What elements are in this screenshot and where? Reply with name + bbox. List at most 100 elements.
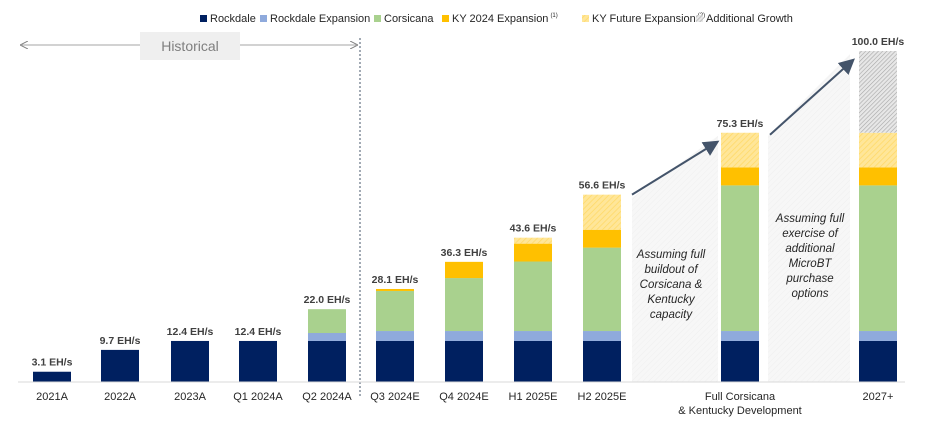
bar-segment-ky-2024-expansion: [514, 243, 552, 262]
bar-segment-rockdale: [308, 340, 346, 382]
bar-segment-corsicana: [376, 290, 414, 332]
historical-marker: Historical: [22, 32, 356, 60]
legend-item: Rockdale Expansion: [260, 13, 370, 25]
legend-label: Additional Growth: [706, 13, 793, 25]
x-tick-label: 2027+: [863, 391, 894, 403]
bar-segment-ky-2024-expansion: [721, 167, 759, 186]
bar-segment-rockdale: [514, 340, 552, 382]
bar-stack: [101, 349, 139, 382]
bar-segment-ky-2024-expansion: [376, 288, 414, 291]
assumption-note: exercise of: [782, 228, 839, 240]
bar-segment-ky-2024-expansion: [445, 261, 483, 279]
legend-swatch: [260, 15, 267, 22]
assumption-shade: [632, 135, 718, 382]
legend-swatch: [696, 15, 703, 22]
bar-segment-ky-future-expansion: [514, 237, 552, 244]
legend-swatch: [442, 15, 449, 22]
historical-box: [140, 32, 240, 60]
total-label: 36.3 EH/s: [441, 247, 488, 259]
bar-segment-rockdale: [859, 340, 897, 382]
total-label: 22.0 EH/s: [304, 294, 351, 306]
bar-segment-corsicana: [514, 261, 552, 332]
assumption-note: Kentucky: [647, 294, 696, 306]
legend-item: KY 2024 Expansion (1): [442, 13, 558, 25]
legend-item: Corsicana: [374, 13, 434, 25]
bar-segment-rockdale-expansion: [583, 331, 621, 341]
legend-label: KY 2024 Expansion: [452, 13, 548, 25]
bar-segment-rockdale-expansion: [721, 331, 759, 341]
assumption-note: MicroBT: [789, 258, 833, 270]
growth-arrow: [631, 140, 720, 196]
legend-swatch: [200, 15, 207, 22]
total-label: 12.4 EH/s: [167, 326, 214, 338]
bar-stack: [239, 340, 277, 382]
bar-stack: [445, 261, 483, 382]
assumption-note: Assuming full: [775, 213, 845, 225]
bar-stack: [583, 194, 621, 382]
bar-segment-rockdale: [583, 340, 621, 382]
bar-segment-rockdale: [101, 349, 139, 382]
assumption-note: Assuming full: [636, 249, 706, 261]
bar-segment-rockdale-expansion: [376, 331, 414, 341]
total-label: 100.0 EH/s: [852, 36, 905, 48]
bar-segment-corsicana: [859, 185, 897, 332]
bar-segment-rockdale: [721, 340, 759, 382]
legend-label: Rockdale Expansion: [270, 13, 370, 25]
bar-segment-corsicana: [308, 309, 346, 334]
assumption-note: buildout of: [644, 264, 699, 276]
bar-stack: [376, 288, 414, 382]
total-label: 12.4 EH/s: [235, 326, 282, 338]
bar-segment-ky-future-expansion: [859, 132, 897, 168]
assumption-shade: [768, 54, 850, 382]
growth-arrow: [769, 58, 855, 136]
bar-segment-ky-2024-expansion: [583, 229, 621, 248]
bar-segment-ky-future-expansion: [583, 194, 621, 230]
bar-stack: [859, 51, 897, 382]
bar-segment-additional-growth: [859, 51, 897, 133]
bar-segment-ky-2024-expansion: [859, 167, 897, 186]
legend-swatch: [374, 15, 381, 22]
legend-label: KY Future Expansion: [592, 13, 696, 25]
bar-segment-corsicana: [583, 247, 621, 332]
x-tick-label: & Kentucky Development: [678, 405, 802, 417]
total-label: 43.6 EH/s: [510, 223, 557, 235]
assumption-note: purchase: [785, 273, 833, 285]
bar-segment-rockdale-expansion: [859, 331, 897, 341]
total-label: 9.7 EH/s: [100, 335, 141, 347]
bar-stack: [171, 340, 209, 382]
legend-item: KY Future Expansion(2): [582, 13, 705, 25]
x-tick-label: 2021A: [36, 391, 68, 403]
bar-stack: [514, 237, 552, 382]
total-label: 75.3 EH/s: [717, 118, 764, 130]
bar-segment-rockdale: [33, 371, 71, 382]
x-tick-label: Q1 2024A: [233, 391, 283, 403]
bar-stack: [308, 309, 346, 382]
historical-label: Historical: [161, 38, 219, 54]
x-tick-label: 2022A: [104, 391, 136, 403]
legend-item: Additional Growth: [696, 13, 793, 25]
bar-segment-ky-future-expansion: [721, 132, 759, 168]
total-label: 56.6 EH/s: [579, 180, 626, 192]
assumption-note: options: [791, 288, 828, 300]
bar-segment-rockdale: [171, 340, 209, 382]
legend-label: Rockdale: [210, 13, 256, 25]
bar-segment-rockdale-expansion: [308, 333, 346, 341]
assumption-note: Corsicana &: [640, 279, 703, 291]
x-tick-label: H1 2025E: [509, 391, 558, 403]
x-tick-label: Q4 2024E: [439, 391, 489, 403]
legend-swatch: [582, 15, 589, 22]
legend: Rockdale Rockdale Expansion Corsicana KY 20…: [200, 13, 793, 25]
legend-footnote: (1): [550, 13, 557, 19]
x-tick-label: Q2 2024A: [302, 391, 352, 403]
bar-segment-corsicana: [721, 185, 759, 332]
bar-stack: [721, 132, 759, 382]
bar-stack: [33, 371, 71, 382]
x-tick-label: Full Corsicana: [705, 391, 776, 403]
bar-segment-rockdale: [376, 340, 414, 382]
bar-segment-rockdale-expansion: [514, 331, 552, 341]
total-label: 28.1 EH/s: [372, 274, 419, 286]
x-tick-label: H2 2025E: [578, 391, 627, 403]
bar-segment-corsicana: [445, 278, 483, 332]
bar-segment-rockdale: [445, 340, 483, 382]
